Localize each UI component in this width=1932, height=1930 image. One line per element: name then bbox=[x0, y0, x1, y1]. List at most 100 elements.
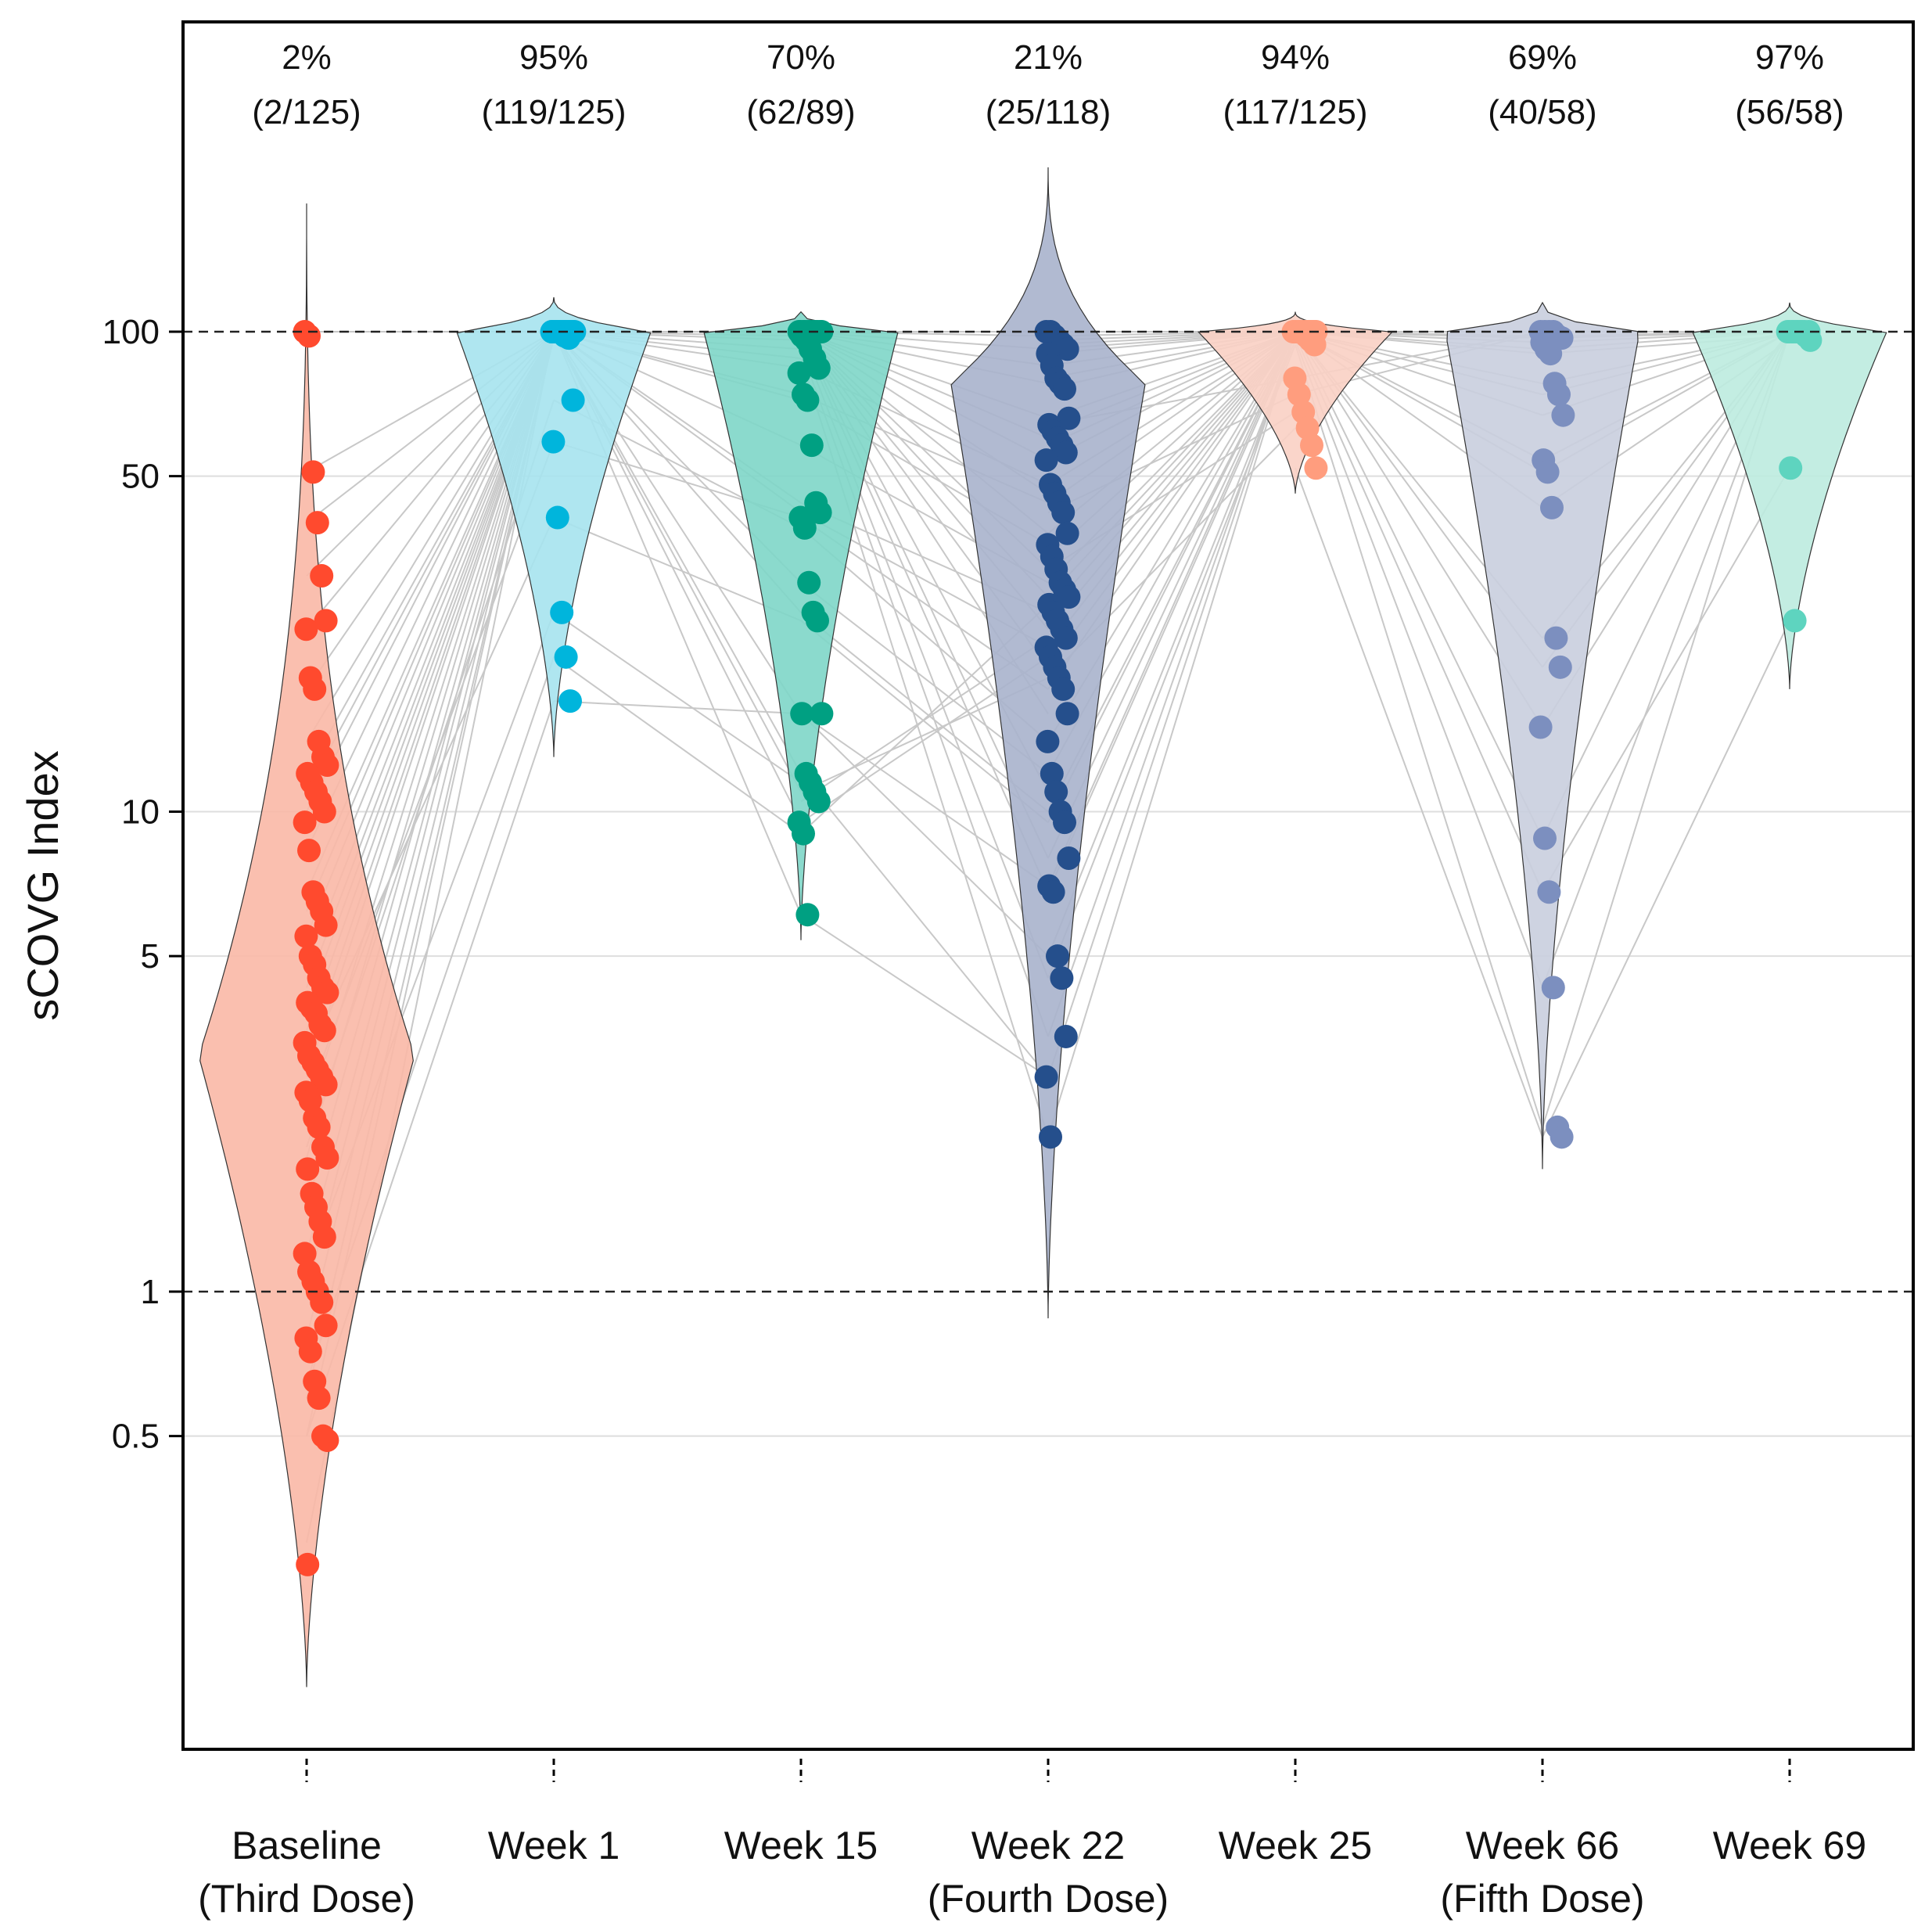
data-point bbox=[554, 645, 578, 669]
data-point bbox=[806, 789, 831, 814]
data-point bbox=[1783, 609, 1807, 633]
data-point bbox=[298, 1339, 322, 1364]
data-point bbox=[1300, 433, 1323, 458]
data-point bbox=[297, 839, 321, 863]
data-point bbox=[558, 689, 582, 713]
data-point bbox=[1540, 495, 1564, 519]
data-point bbox=[294, 924, 318, 948]
connection-line bbox=[553, 700, 802, 715]
data-point bbox=[557, 326, 581, 350]
data-point bbox=[315, 753, 339, 778]
ratio-annotation: (2/125) bbox=[252, 93, 361, 131]
data-point bbox=[314, 1314, 338, 1338]
data-point bbox=[545, 505, 569, 530]
data-point bbox=[1544, 626, 1568, 650]
connection-line bbox=[1295, 335, 1543, 893]
data-point bbox=[808, 501, 832, 525]
connection-line bbox=[1047, 331, 1296, 1037]
data-point bbox=[1551, 403, 1575, 427]
connection-line bbox=[553, 656, 802, 835]
x-tick-label: Week 1 bbox=[488, 1824, 620, 1867]
data-point bbox=[1537, 880, 1561, 904]
data-point bbox=[1057, 585, 1081, 609]
data-point bbox=[1034, 448, 1058, 473]
x-tick-label: Week 22 bbox=[971, 1824, 1125, 1867]
data-point bbox=[305, 511, 329, 535]
data-point bbox=[1528, 715, 1553, 739]
data-point bbox=[797, 570, 821, 595]
data-point bbox=[1050, 966, 1074, 990]
data-points bbox=[293, 320, 1822, 1576]
ratio-annotation: (40/58) bbox=[1488, 93, 1596, 131]
data-point bbox=[301, 460, 325, 484]
y-tick-label: 0.5 bbox=[112, 1418, 160, 1456]
connection-line bbox=[1047, 331, 1296, 1138]
ratio-annotation: (119/125) bbox=[481, 93, 626, 131]
data-point bbox=[293, 810, 317, 835]
x-axis: Baseline (Third Dose) Week 1 Week 15 Week 22… bbox=[198, 1759, 1866, 1921]
data-point bbox=[799, 433, 824, 458]
connection-line bbox=[1295, 344, 1543, 1128]
percent-annotation: 69% bbox=[1508, 38, 1577, 77]
plot-frame bbox=[181, 20, 1915, 1751]
percent-annotation: 70% bbox=[767, 38, 835, 77]
y-tick-label: 100 bbox=[102, 313, 160, 351]
data-point bbox=[1798, 328, 1822, 352]
data-point bbox=[315, 980, 339, 1005]
data-point bbox=[792, 821, 815, 846]
x-tick-label: Week 25 bbox=[1219, 1824, 1372, 1867]
data-point bbox=[293, 1242, 317, 1266]
x-tick-label: (Third Dose) bbox=[198, 1877, 415, 1921]
data-point bbox=[1541, 976, 1565, 1000]
data-point bbox=[296, 1157, 320, 1181]
data-point bbox=[1053, 810, 1076, 835]
data-point bbox=[314, 609, 338, 633]
connection-line bbox=[800, 914, 1049, 1078]
connection-line bbox=[1047, 331, 1296, 1077]
data-point bbox=[307, 1115, 331, 1139]
data-point bbox=[1054, 440, 1078, 465]
data-point bbox=[296, 1552, 320, 1576]
ratio-annotation: (117/125) bbox=[1223, 93, 1367, 131]
ratio-annotation: (56/58) bbox=[1735, 93, 1844, 131]
y-tick-label: 50 bbox=[121, 458, 160, 496]
connection-line bbox=[800, 713, 1049, 887]
ratio-annotation: (25/118) bbox=[986, 93, 1111, 131]
data-point bbox=[303, 677, 327, 701]
percent-annotation: 2% bbox=[282, 38, 332, 77]
y-tick-label: 5 bbox=[141, 937, 160, 976]
data-point bbox=[1055, 702, 1079, 726]
data-point bbox=[1040, 761, 1064, 785]
data-point bbox=[310, 1290, 334, 1314]
data-point bbox=[792, 516, 817, 540]
reference-lines bbox=[183, 330, 1913, 1293]
data-point bbox=[1053, 377, 1076, 401]
connection-line bbox=[1542, 620, 1790, 1138]
data-point bbox=[541, 429, 566, 454]
data-point bbox=[312, 800, 336, 824]
x-tick-label: (Fifth Dose) bbox=[1440, 1877, 1644, 1921]
data-point bbox=[1287, 383, 1311, 407]
data-point bbox=[1539, 342, 1563, 366]
connection-line bbox=[1295, 340, 1543, 988]
data-point bbox=[810, 702, 834, 726]
x-tick-label: Week 69 bbox=[1713, 1824, 1866, 1867]
percent-annotation: 97% bbox=[1755, 38, 1824, 77]
data-point bbox=[312, 1225, 336, 1249]
data-point bbox=[315, 1145, 339, 1170]
data-point bbox=[561, 388, 585, 412]
data-point bbox=[1046, 944, 1069, 969]
data-point bbox=[1055, 337, 1079, 361]
violin bbox=[1692, 302, 1887, 689]
data-point bbox=[307, 1386, 331, 1411]
y-tick-label: 10 bbox=[121, 793, 160, 832]
connection-line bbox=[800, 773, 1049, 1078]
x-tick-label: (Fourth Dose) bbox=[928, 1877, 1169, 1921]
data-point bbox=[1533, 826, 1557, 850]
connection-line bbox=[1047, 331, 1296, 886]
data-point bbox=[1057, 846, 1081, 870]
x-tick-label: Week 66 bbox=[1466, 1824, 1619, 1867]
connection-line bbox=[553, 516, 802, 622]
data-point bbox=[1054, 1024, 1078, 1048]
